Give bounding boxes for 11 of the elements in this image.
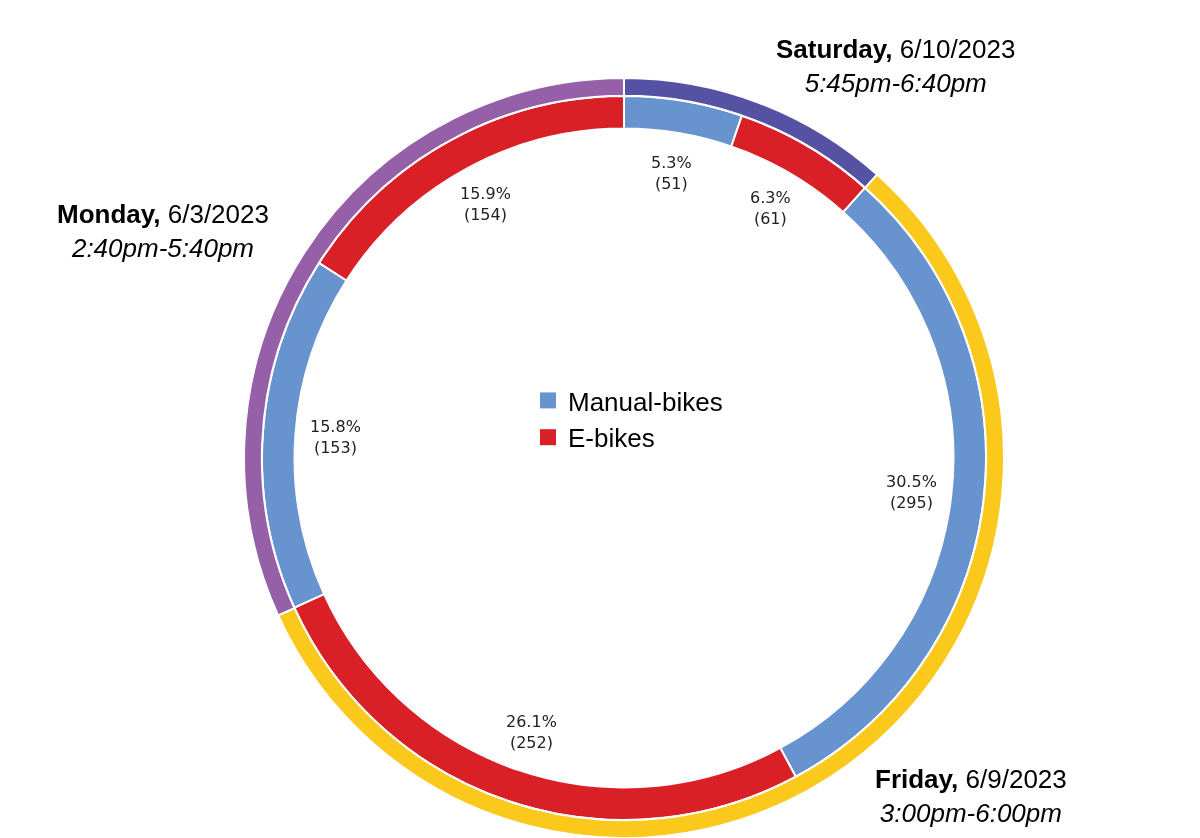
slice-label: Friday, 6/9/2023 3:00pm-6:00pm (875, 764, 1067, 828)
data-label: 30.5% (295) (886, 472, 937, 512)
data-label: 6.3% (61) (750, 188, 791, 228)
data-label: 26.1% (252) (506, 712, 557, 752)
data-label: 5.3% (51) (651, 153, 692, 193)
data-label: 15.8% (153) (310, 417, 361, 457)
legend-label: E-bikes (568, 423, 655, 454)
legend-label: Manual-bikes (568, 386, 723, 417)
data-label: 15.9% (154) (460, 184, 511, 224)
slice-label: Monday, 6/3/2023 2:40pm-5:40pm (57, 199, 269, 263)
slice-label: Saturday, 6/10/2023 5:45pm-6:40pm (776, 34, 1016, 98)
